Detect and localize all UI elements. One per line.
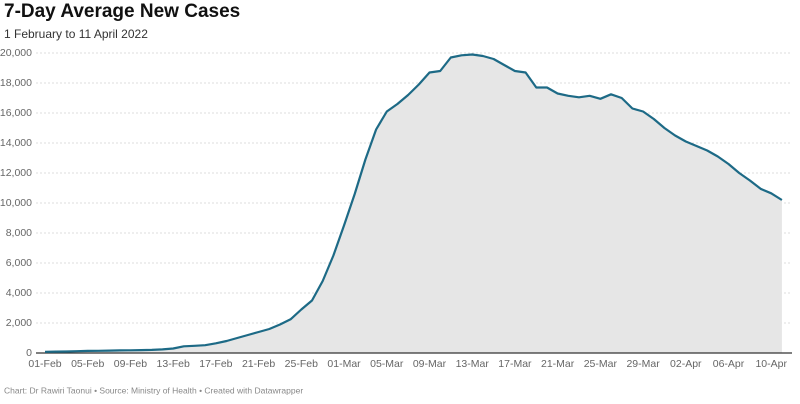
x-tick-label: 02-Apr bbox=[670, 358, 702, 370]
x-tick-label: 10-Apr bbox=[755, 358, 787, 370]
y-tick-label: 14,000 bbox=[0, 137, 32, 149]
y-tick-label: 10,000 bbox=[0, 197, 32, 209]
y-tick-label: 12,000 bbox=[0, 167, 32, 179]
x-tick-label: 05-Feb bbox=[71, 358, 104, 370]
y-tick-label: 20,000 bbox=[0, 47, 32, 59]
y-tick-label: 0 bbox=[26, 347, 32, 359]
y-tick-label: 4,000 bbox=[6, 287, 32, 299]
x-tick-label: 25-Feb bbox=[285, 358, 318, 370]
chart-title: 7-Day Average New Cases bbox=[4, 1, 240, 22]
x-tick-label: 01-Feb bbox=[28, 358, 61, 370]
y-tick-label: 16,000 bbox=[0, 107, 32, 119]
x-tick-label: 09-Feb bbox=[114, 358, 147, 370]
line bbox=[44, 53, 783, 353]
y-tick-label: 6,000 bbox=[6, 257, 32, 269]
y-tick-label: 2,000 bbox=[6, 317, 32, 329]
y-tick-label: 8,000 bbox=[6, 227, 32, 239]
x-tick-label: 13-Feb bbox=[157, 358, 190, 370]
x-tick-label: 21-Feb bbox=[242, 358, 275, 370]
x-tick-label: 13-Mar bbox=[456, 358, 490, 370]
source-note: Chart: Dr Rawiri Taonui • Source: Minist… bbox=[4, 385, 303, 395]
x-tick-label: 01-Mar bbox=[327, 358, 361, 370]
x-tick-label: 05-Mar bbox=[370, 358, 404, 370]
chart-subtitle: 1 February to 11 April 2022 bbox=[4, 27, 148, 41]
x-tick-label: 06-Apr bbox=[713, 358, 745, 370]
x-tick-label: 17-Mar bbox=[498, 358, 532, 370]
x-tick-label: 17-Feb bbox=[199, 358, 232, 370]
x-tick-label: 09-Mar bbox=[413, 358, 447, 370]
y-tick-label: 18,000 bbox=[0, 77, 32, 89]
x-tick-label: 21-Mar bbox=[541, 358, 575, 370]
x-tick-label: 25-Mar bbox=[584, 358, 618, 370]
area-fill bbox=[45, 54, 782, 353]
x-tick-label: 29-Mar bbox=[626, 358, 660, 370]
